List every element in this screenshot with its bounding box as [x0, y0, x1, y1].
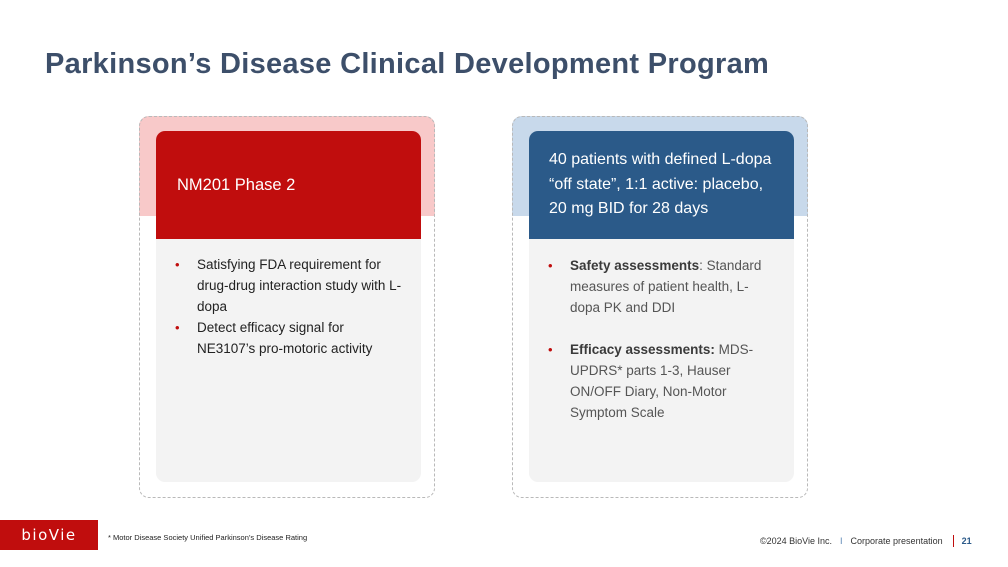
left-card-frame	[139, 116, 435, 498]
presentation-label: Corporate presentation	[850, 536, 943, 546]
right-card-frame	[512, 116, 808, 498]
footer-separator: I	[840, 536, 843, 546]
efficacy-assessments-bullet: Efficacy assessments: MDS-UPDRS* parts 1…	[548, 339, 776, 423]
left-card-bullet: Detect efficacy signal for NE3107’s pro-…	[175, 317, 403, 359]
slide-title: Parkinson’s Disease Clinical Development…	[45, 48, 770, 80]
safety-assessments-bullet: Safety assessments: Standard measures of…	[548, 255, 776, 318]
right-card-header: 40 patients with defined L-dopa “off sta…	[529, 131, 794, 239]
footer-divider	[952, 535, 954, 547]
safety-assessments-label: Safety assessments	[570, 258, 700, 273]
left-card-bullet-list: Satisfying FDA requirement for drug-drug…	[156, 239, 421, 359]
right-card-bullet-list: Safety assessments: Standard measures of…	[529, 239, 794, 423]
left-card: NM201 Phase 2 Satisfying FDA requirement…	[156, 131, 421, 482]
page-number: 21	[961, 536, 972, 546]
biovie-logo: bioVie	[0, 520, 98, 550]
footer-info: ©2024 BioVie Inc. I Corporate presentati…	[760, 535, 972, 547]
footnote: * Motor Disease Society Unified Parkinso…	[108, 533, 308, 542]
copyright-text: ©2024 BioVie Inc.	[760, 536, 833, 546]
left-card-header: NM201 Phase 2	[156, 131, 421, 239]
left-card-bullet: Satisfying FDA requirement for drug-drug…	[175, 254, 403, 317]
efficacy-assessments-label: Efficacy assessments:	[570, 342, 715, 357]
efficacy-assessments-text: MDS-UPDRS* parts 1-3, Hauser ON/OFF Diar…	[570, 342, 754, 420]
right-card: 40 patients with defined L-dopa “off sta…	[529, 131, 794, 482]
safety-assessments-text: : Standard measures of patient health, L…	[570, 258, 762, 315]
